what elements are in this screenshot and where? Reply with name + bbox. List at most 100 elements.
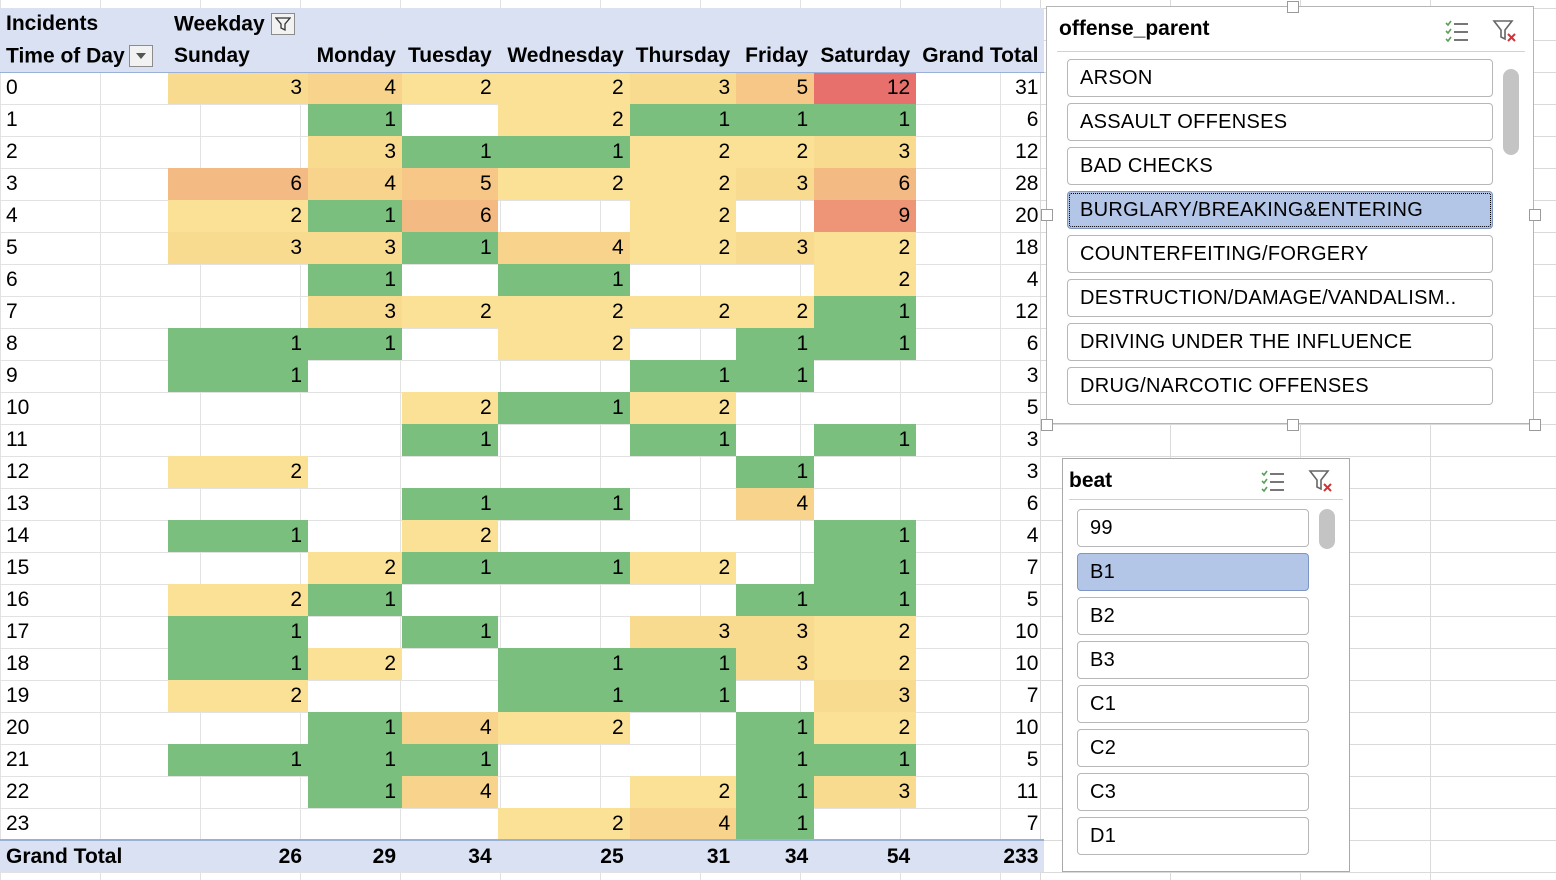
row-label[interactable]: 5 bbox=[6, 236, 18, 259]
value-cell[interactable] bbox=[498, 776, 630, 808]
slicer-item-beat[interactable]: B3 bbox=[1077, 641, 1309, 679]
grand-total-cell[interactable]: 29 bbox=[308, 839, 402, 872]
value-cell[interactable]: 2 bbox=[814, 616, 917, 648]
value-cell[interactable] bbox=[498, 584, 630, 616]
value-cell[interactable] bbox=[498, 424, 630, 456]
value-cell[interactable]: 3 bbox=[629, 616, 737, 648]
value-cell[interactable] bbox=[168, 264, 308, 296]
value-cell[interactable]: 2 bbox=[402, 392, 498, 424]
value-cell[interactable]: 3 bbox=[814, 776, 917, 808]
value-cell[interactable]: 2 bbox=[629, 200, 737, 232]
resize-handle[interactable] bbox=[1041, 209, 1053, 221]
value-cell[interactable] bbox=[308, 360, 402, 392]
value-cell[interactable] bbox=[814, 392, 916, 424]
value-cell[interactable]: 3 bbox=[308, 296, 402, 328]
row-total-cell[interactable]: 10 bbox=[1015, 652, 1039, 675]
value-cell[interactable]: 1 bbox=[308, 776, 402, 808]
value-cell[interactable]: 2 bbox=[308, 648, 402, 680]
value-cell[interactable]: 4 bbox=[402, 712, 498, 744]
value-cell[interactable]: 3 bbox=[736, 616, 815, 648]
value-cell[interactable] bbox=[168, 488, 308, 520]
value-cell[interactable]: 2 bbox=[629, 232, 737, 264]
value-cell[interactable] bbox=[308, 520, 402, 552]
value-cell[interactable] bbox=[168, 808, 308, 840]
value-cell[interactable]: 2 bbox=[814, 232, 917, 264]
row-label[interactable]: 1 bbox=[6, 108, 18, 131]
value-cell[interactable]: 2 bbox=[814, 264, 917, 296]
value-cell[interactable] bbox=[630, 712, 737, 744]
value-cell[interactable] bbox=[498, 616, 630, 648]
value-cell[interactable] bbox=[402, 328, 498, 360]
row-label[interactable]: 12 bbox=[6, 460, 30, 483]
row-label[interactable]: 19 bbox=[6, 684, 30, 707]
grand-total-cell[interactable]: 31 bbox=[629, 839, 737, 872]
value-cell[interactable]: 2 bbox=[629, 776, 737, 808]
value-cell[interactable]: 4 bbox=[308, 168, 402, 200]
value-cell[interactable]: 4 bbox=[308, 72, 402, 104]
value-cell[interactable]: 2 bbox=[168, 584, 308, 616]
grand-total-cell[interactable]: 25 bbox=[497, 839, 630, 872]
value-cell[interactable]: 1 bbox=[629, 360, 737, 392]
value-cell[interactable]: 1 bbox=[308, 712, 402, 744]
row-total-cell[interactable]: 12 bbox=[1015, 300, 1039, 323]
slicer-item-offense[interactable]: BURGLARY/BREAKING&ENTERING bbox=[1067, 191, 1493, 229]
multi-select-icon[interactable] bbox=[1443, 17, 1471, 45]
row-label[interactable]: 13 bbox=[6, 492, 30, 515]
slicer-item-offense[interactable]: DESTRUCTION/DAMAGE/VANDALISM.. bbox=[1067, 279, 1493, 317]
value-cell[interactable]: 2 bbox=[736, 136, 815, 168]
multi-select-icon[interactable] bbox=[1259, 467, 1287, 495]
value-cell[interactable]: 2 bbox=[168, 456, 308, 488]
value-cell[interactable]: 1 bbox=[402, 136, 498, 168]
value-cell[interactable] bbox=[168, 552, 308, 584]
resize-handle[interactable] bbox=[1041, 419, 1053, 431]
row-label[interactable]: 21 bbox=[6, 748, 30, 771]
value-cell[interactable]: 1 bbox=[736, 584, 815, 616]
value-cell[interactable]: 3 bbox=[814, 680, 917, 712]
value-cell[interactable]: 2 bbox=[308, 552, 402, 584]
clear-filter-icon[interactable] bbox=[1307, 467, 1335, 495]
value-cell[interactable]: 2 bbox=[402, 296, 498, 328]
offense-parent-slicer[interactable]: offense_parent ARSON ASSAULT OFFENSES BAD … bbox=[1041, 1, 1541, 431]
value-cell[interactable]: 1 bbox=[168, 648, 308, 680]
scrollbar-thumb[interactable] bbox=[1319, 509, 1335, 549]
value-cell[interactable]: 1 bbox=[308, 328, 402, 360]
row-label[interactable]: 15 bbox=[6, 556, 30, 579]
value-cell[interactable] bbox=[402, 456, 498, 488]
value-cell[interactable]: 6 bbox=[168, 168, 308, 200]
value-cell[interactable]: 2 bbox=[736, 296, 815, 328]
row-label[interactable]: 14 bbox=[6, 524, 30, 547]
row-total-cell[interactable]: 3 bbox=[1026, 428, 1039, 451]
value-cell[interactable]: 2 bbox=[814, 712, 917, 744]
slicer-item-offense[interactable]: ARSON bbox=[1067, 59, 1493, 97]
grand-total-cell[interactable]: 54 bbox=[814, 839, 917, 872]
value-cell[interactable] bbox=[168, 712, 308, 744]
grand-total-cell[interactable]: 34 bbox=[736, 839, 815, 872]
value-cell[interactable]: 1 bbox=[168, 520, 308, 552]
value-cell[interactable]: 1 bbox=[308, 264, 402, 296]
value-cell[interactable] bbox=[736, 392, 814, 424]
row-total-cell[interactable]: 5 bbox=[1026, 396, 1039, 419]
value-cell[interactable]: 2 bbox=[629, 392, 737, 424]
row-total-cell[interactable]: 31 bbox=[1015, 76, 1039, 100]
value-cell[interactable] bbox=[498, 200, 630, 232]
value-cell[interactable]: 1 bbox=[497, 392, 630, 424]
value-cell[interactable]: 1 bbox=[814, 552, 917, 584]
value-cell[interactable]: 2 bbox=[497, 168, 630, 200]
value-cell[interactable] bbox=[402, 648, 498, 680]
clear-filter-icon[interactable] bbox=[1491, 17, 1519, 45]
value-cell[interactable] bbox=[498, 456, 630, 488]
value-cell[interactable]: 1 bbox=[736, 712, 815, 744]
time-of-day-dropdown-button[interactable] bbox=[128, 44, 153, 67]
value-cell[interactable]: 2 bbox=[497, 712, 630, 744]
weekday-filter-button[interactable] bbox=[270, 13, 295, 36]
value-cell[interactable] bbox=[736, 424, 814, 456]
value-cell[interactable]: 4 bbox=[402, 776, 498, 808]
value-cell[interactable]: 1 bbox=[629, 648, 737, 680]
row-total-cell[interactable]: 5 bbox=[1026, 748, 1039, 771]
value-cell[interactable] bbox=[402, 360, 498, 392]
row-total-cell[interactable]: 18 bbox=[1015, 236, 1039, 259]
value-cell[interactable]: 1 bbox=[402, 424, 498, 456]
value-cell[interactable]: 2 bbox=[629, 168, 737, 200]
value-cell[interactable] bbox=[402, 264, 498, 296]
value-cell[interactable]: 3 bbox=[736, 168, 815, 200]
